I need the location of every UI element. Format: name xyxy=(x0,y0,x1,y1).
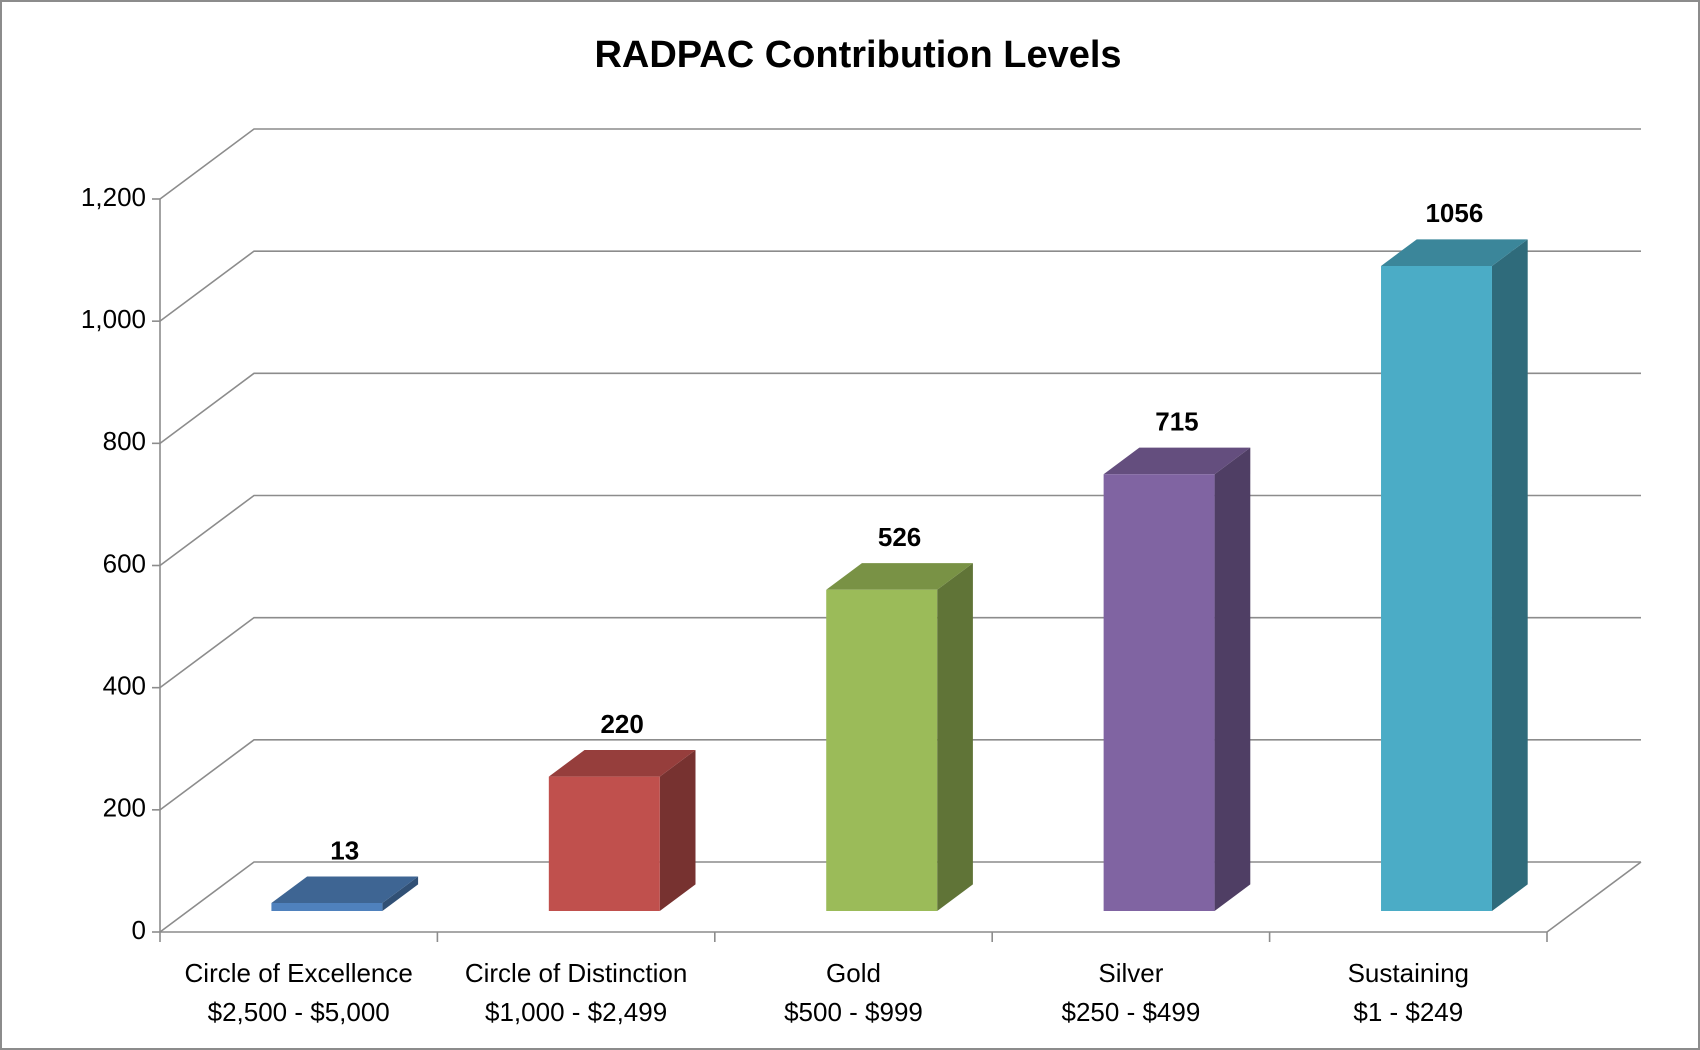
y-tick-label: 1,000 xyxy=(81,304,146,334)
y-tick-label: 800 xyxy=(103,426,146,456)
bar-top xyxy=(271,876,419,904)
bar xyxy=(271,903,383,911)
y-tick-label: 400 xyxy=(103,671,146,701)
y-tick-label: 0 xyxy=(132,915,146,945)
bar xyxy=(1103,474,1215,911)
x-tick-label: $1 - $249 xyxy=(1353,997,1463,1027)
x-tick-label: $250 - $499 xyxy=(1062,997,1201,1027)
x-tick-label: Circle of Distinction xyxy=(465,958,688,988)
x-tick-label: Silver xyxy=(1098,958,1163,988)
bar xyxy=(1381,265,1492,912)
y-tick-label: 200 xyxy=(103,793,146,823)
x-tick-label: Gold xyxy=(826,958,881,988)
data-label: 1056 xyxy=(1425,198,1483,228)
x-tick-label: Circle of Excellence xyxy=(185,958,413,988)
data-label: 715 xyxy=(1155,407,1198,437)
bar-top xyxy=(1381,239,1528,266)
x-tick-label: Sustaining xyxy=(1348,958,1469,988)
chart-title: RADPAC Contribution Levels xyxy=(594,34,1121,76)
data-label: 13 xyxy=(330,835,359,865)
grid-line xyxy=(159,250,1641,322)
bar-top xyxy=(548,750,696,777)
bar xyxy=(548,776,660,911)
bar-top xyxy=(826,563,973,590)
data-label: 220 xyxy=(600,709,643,739)
grid-line xyxy=(159,128,1641,200)
bar-side xyxy=(382,876,419,911)
x-tick-label: $2,500 - $5,000 xyxy=(208,997,390,1027)
data-label: 526 xyxy=(878,522,921,552)
x-tick-label: $500 - $999 xyxy=(784,997,923,1027)
bar-top xyxy=(1103,447,1251,475)
y-tick-label: 1,200 xyxy=(81,182,146,212)
y-tick-label: 600 xyxy=(103,548,146,578)
bar-side xyxy=(1214,447,1251,911)
grid-line xyxy=(159,372,1641,444)
bar-side xyxy=(1491,239,1528,912)
bar-side xyxy=(659,750,696,911)
x-tick-label: $1,000 - $2,499 xyxy=(485,997,667,1027)
bar-side xyxy=(937,563,973,911)
bar xyxy=(826,589,938,911)
